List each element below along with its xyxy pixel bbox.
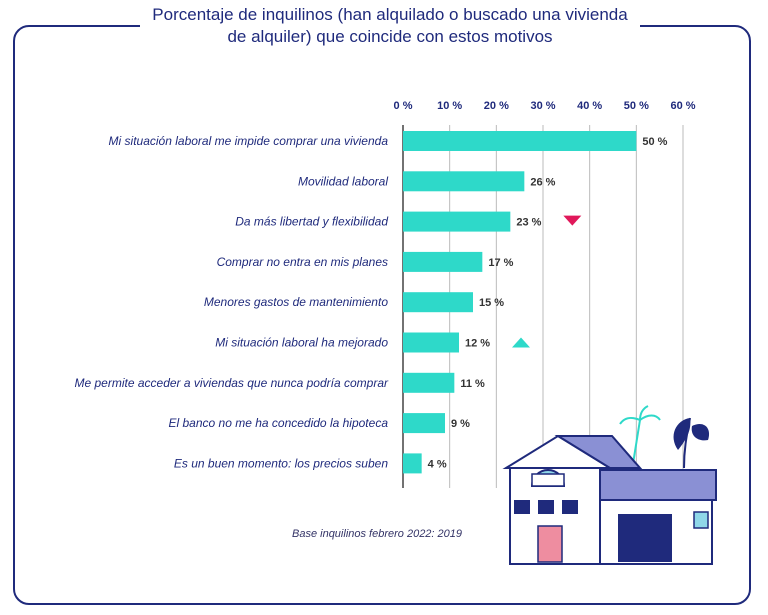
category-label: Me permite acceder a viviendas que nunca… [75,376,390,390]
x-tick-label: 10 % [437,100,462,112]
house-icon [502,434,717,565]
bar [403,171,525,192]
value-label: 50 % [642,136,667,148]
bar [403,372,455,393]
category-label: El banco no me ha concedido la hipoteca [169,416,389,430]
value-label: 11 % [460,378,485,390]
title-container: Porcentaje de inquilinos (han alquilado … [140,4,640,48]
category-labels: Mi situación laboral me impide comprar u… [75,134,390,470]
x-tick-label: 20 % [484,100,509,112]
x-tick-label: 40 % [577,100,602,112]
x-tick-label: 50 % [624,100,649,112]
bar [403,413,445,434]
x-tick-label: 0 % [394,100,413,112]
value-label: 12 % [465,338,490,350]
trend-up-icon [512,337,530,348]
x-tick-label: 30 % [530,100,555,112]
value-label: 23 % [516,217,541,229]
bar [403,131,637,151]
value-label: 4 % [428,458,447,470]
bar [403,332,459,353]
footnote: Base inquilinos febrero 2022: 2019 [292,528,463,540]
bar [403,292,473,313]
chart-title: Porcentaje de inquilinos (han alquilado … [152,5,628,46]
category-label: Da más libertad y flexibilidad [235,215,388,229]
x-tick-labels: 0 % 10 % 20 % 30 % 40 % 50 % 60 % [394,100,696,112]
category-label: Es un buen momento: los precios suben [174,456,388,470]
x-tick-label: 60 % [670,100,695,112]
trend-markers [512,215,582,348]
value-label: 15 % [479,297,504,309]
bar [403,211,511,232]
bars [403,131,637,474]
category-label: Mi situación laboral ha mejorado [215,336,388,350]
value-label: 26 % [530,176,555,188]
value-label: 9 % [451,418,470,430]
category-label: Comprar no entra en mis planes [217,255,388,269]
trend-down-icon [563,215,582,226]
house-illustration [502,405,717,565]
category-label: Movilidad laboral [298,174,388,188]
value-label: 17 % [488,257,513,269]
bar [403,453,422,474]
category-label: Mi situación laboral me impide comprar u… [109,134,389,148]
bar [403,251,483,272]
value-labels: 50 % 26 % 23 % 17 % 15 % 12 % 11 % 9 % 4 % [428,136,668,470]
category-label: Menores gastos de mantenimiento [204,295,388,309]
plant-icon [619,405,710,471]
